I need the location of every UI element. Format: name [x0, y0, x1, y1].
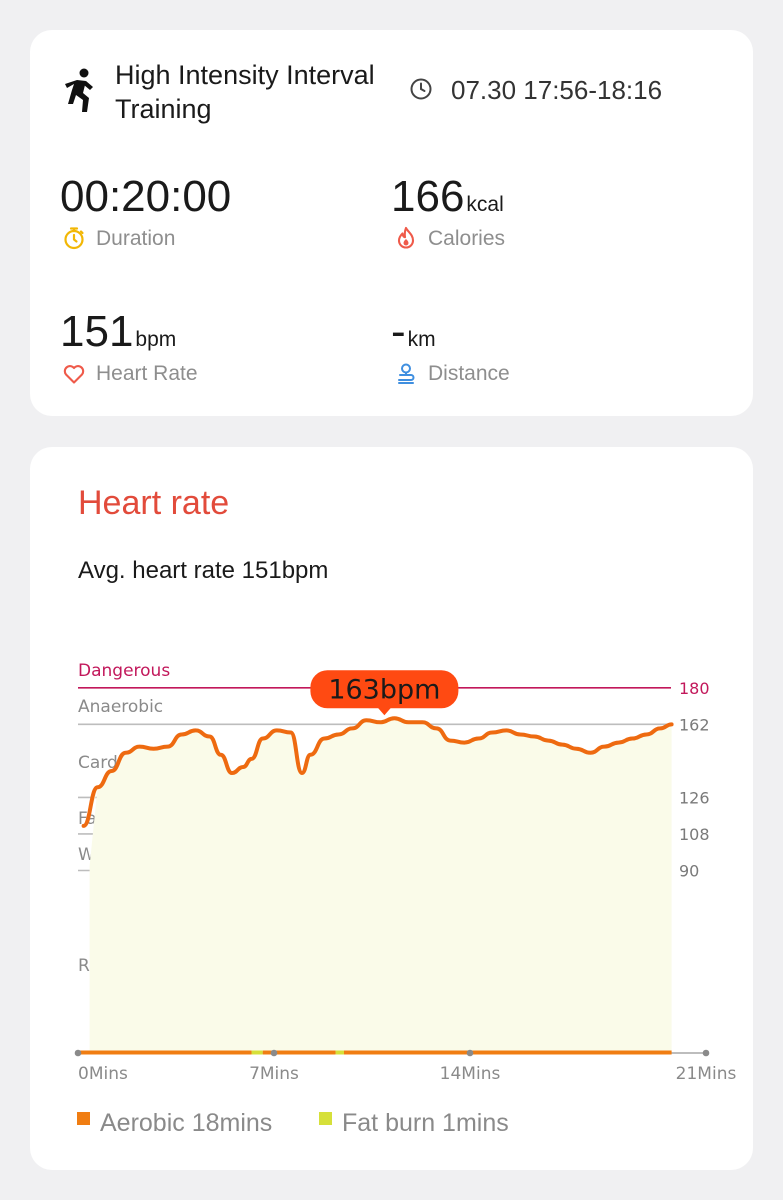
zone-bar-segment — [262, 1050, 336, 1055]
heart-rate-section-title: Heart rate — [78, 484, 230, 522]
zone-bar-segment — [335, 1050, 344, 1055]
x-tick-label: 0Mins — [78, 1064, 128, 1084]
distance-label: Distance — [428, 362, 510, 385]
heart-rate-card: Heart rate Avg. heart rate 151bpm Danger… — [30, 447, 753, 1170]
calories-unit: kcal — [466, 193, 504, 216]
heart-rate-line — [81, 716, 674, 828]
heart-rate-unit: bpm — [135, 328, 177, 351]
distance-metric: -km — [391, 307, 436, 357]
max-badge-pointer — [377, 707, 392, 716]
legend-label-aerobic: Aerobic 18mins — [100, 1109, 273, 1137]
duration-metric: 00:20:00 — [60, 172, 231, 222]
x-tick-label: 21Mins — [676, 1064, 737, 1084]
workout-title: High Intensity Interval Training — [115, 60, 375, 124]
workout-summary-card: High Intensity Interval Training 07.30 1… — [30, 30, 753, 416]
zone-value-fat-burning: 108 — [679, 825, 710, 844]
stopwatch-icon — [64, 227, 84, 250]
zone-value-anaerobic: 162 — [679, 715, 710, 734]
heart-rate-value: 151 — [60, 307, 134, 356]
legend-swatch-aerobic — [77, 1112, 90, 1125]
calories-value: 166 — [391, 172, 465, 221]
x-tick-label: 7Mins — [249, 1064, 299, 1084]
heart-icon — [63, 365, 85, 384]
distance-value: - — [391, 307, 406, 356]
heart-rate-area — [89, 718, 672, 1053]
x-tick-dot — [270, 1049, 278, 1057]
duration-value: 00:20:00 — [60, 172, 232, 221]
duration-label: Duration — [96, 227, 176, 250]
x-tick-dot — [702, 1049, 710, 1057]
zone-value-cardio-training: 126 — [679, 788, 710, 807]
zone-bar-segment — [78, 1050, 252, 1055]
distance-unit: km — [407, 328, 436, 351]
legend-swatch-fat-burn — [319, 1112, 332, 1125]
flame-icon — [397, 226, 415, 249]
x-tick-label: 14Mins — [440, 1064, 501, 1084]
zone-bar-segment — [344, 1050, 672, 1055]
zone-value-warm-up: 90 — [679, 862, 699, 881]
calories-label: Calories — [428, 227, 506, 250]
clock-icon — [410, 78, 432, 100]
max-badge-background — [310, 670, 459, 709]
x-tick-dot — [74, 1049, 82, 1057]
heart-rate-label: Heart Rate — [96, 362, 198, 385]
max-heart-rate-badge: 163bpm — [310, 670, 459, 716]
workout-time-range: 07.30 17:56-18:16 — [451, 75, 663, 105]
heart-rate-metric: 151bpm — [60, 307, 176, 357]
x-tick-dot — [466, 1049, 474, 1057]
route-icon — [398, 363, 415, 384]
running-person-icon — [65, 68, 93, 112]
zone-bar-segment — [251, 1050, 263, 1055]
max-badge-label: 163bpm — [328, 674, 440, 705]
zone-label-dangerous: Dangerous — [78, 661, 170, 681]
zone-value-dangerous: 180 — [679, 679, 710, 698]
average-heart-rate: Avg. heart rate 151bpm — [78, 557, 329, 584]
legend-label-fat-burn: Fat burn 1mins — [342, 1109, 509, 1137]
calories-metric: 166kcal — [391, 172, 504, 222]
zone-label-anaerobic: Anaerobic — [78, 697, 163, 717]
